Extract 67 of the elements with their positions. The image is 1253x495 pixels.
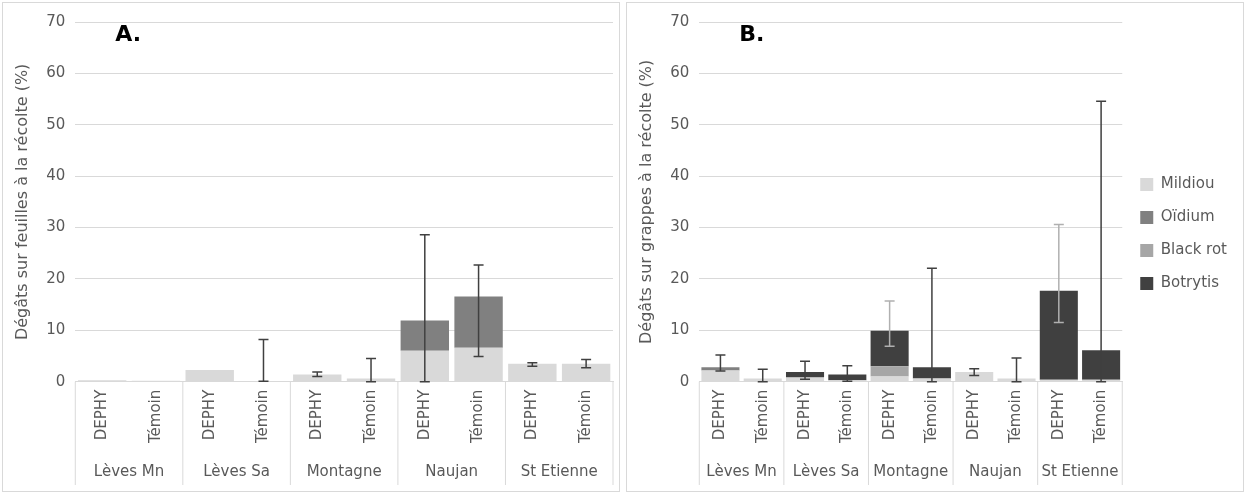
chart-title: A.	[115, 20, 142, 46]
bar	[870, 366, 909, 377]
y-tick-label: 60	[46, 63, 66, 82]
y-tick-label: 60	[670, 63, 690, 82]
bar	[701, 370, 740, 382]
x-tick-label: Témoin	[576, 389, 594, 445]
bar	[454, 347, 503, 382]
text: Lèves Sa	[203, 462, 270, 481]
x-tick-label: DEPHY	[92, 388, 111, 441]
bar	[955, 371, 994, 382]
x-tick-label: Témoin	[468, 389, 487, 445]
x-tick-label: DEPHY	[964, 388, 983, 441]
x-tick-label: DEPHY	[710, 388, 729, 441]
y-tick-label: 40	[46, 166, 66, 185]
x-tick-label: DEPHY	[414, 388, 433, 441]
legend-label: Oïdium	[1160, 207, 1215, 226]
bar	[454, 296, 503, 348]
bar	[701, 367, 740, 371]
bar	[561, 363, 611, 382]
y-tick-label: 40	[670, 166, 690, 185]
y-tick-label: 50	[670, 114, 690, 133]
text: Montagne	[873, 462, 949, 481]
y-axis-title: Dégâts sur grappes à la récolte (%)	[635, 59, 655, 344]
x-tick-label: DEPHY	[199, 388, 218, 441]
x-tick-label: Témoin	[921, 389, 940, 445]
y-tick-label: 20	[46, 268, 66, 287]
x-tick-label: DEPHY	[307, 388, 326, 441]
y-tick-label: 30	[46, 217, 66, 236]
text: Lèves Sa	[792, 462, 860, 481]
text: Lèves Mn	[706, 462, 777, 481]
y-tick-label: 0	[55, 371, 66, 390]
x-tick-label: DEPHY	[879, 388, 898, 441]
text: St Etienne	[1041, 462, 1119, 481]
y-tick-label: 0	[679, 371, 690, 390]
y-tick-label: 10	[46, 320, 66, 339]
x-tick-label: DEPHY	[522, 388, 541, 441]
x-tick-label: DEPHY	[794, 388, 813, 441]
x-tick-label: Témoin	[360, 389, 379, 445]
x-tick-label: Témoin	[837, 389, 856, 445]
bar	[185, 369, 234, 382]
bar	[870, 330, 909, 367]
bar	[1039, 290, 1078, 380]
text: St Etienne	[520, 462, 598, 481]
x-tick-label: Témoin	[752, 389, 771, 445]
y-axis-title: Dégâts sur feuilles à la récolte (%)	[11, 63, 31, 341]
chart-title: B.	[739, 20, 765, 46]
y-tick-label: 50	[46, 114, 66, 133]
y-tick-label: 70	[46, 11, 66, 30]
y-tick-label: 10	[670, 320, 690, 339]
y-tick-label: 20	[670, 268, 690, 287]
text: Montagne	[306, 462, 382, 481]
x-tick-label: DEPHY	[1048, 388, 1067, 441]
bar	[508, 363, 557, 382]
y-tick-label: 30	[670, 217, 690, 236]
text: Naujan	[425, 462, 479, 481]
legend-label: Botrytis	[1160, 273, 1220, 292]
x-tick-label: Témoin	[1006, 389, 1025, 445]
bar	[400, 320, 449, 351]
x-tick-label: Témoin	[145, 389, 164, 445]
x-tick-label: Témoin	[1090, 389, 1109, 445]
text: Lèves Mn	[93, 462, 165, 481]
legend-label: Mildiou	[1160, 174, 1215, 193]
y-tick-label: 70	[670, 11, 690, 30]
bar	[400, 350, 449, 382]
text: Naujan	[968, 462, 1022, 481]
x-tick-label: Témoin	[253, 389, 272, 445]
legend-label: Black rot	[1160, 240, 1228, 259]
